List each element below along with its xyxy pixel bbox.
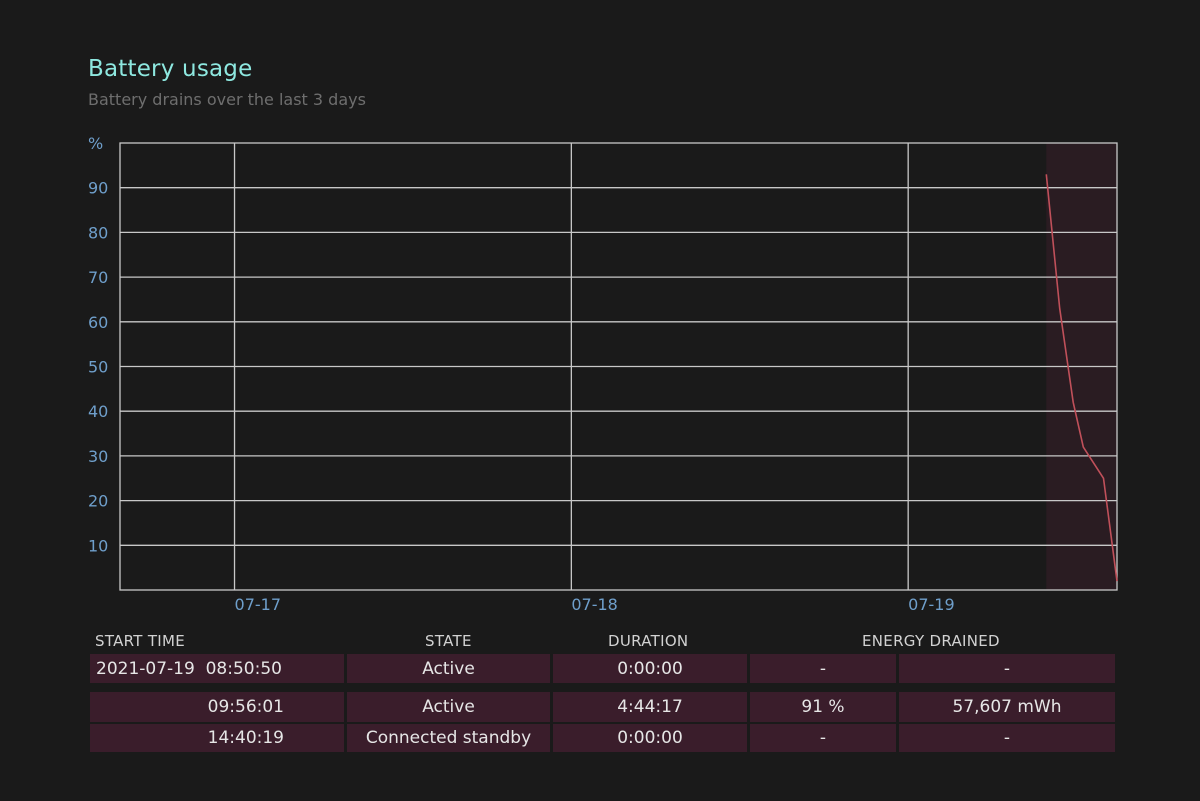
y-tick-label: 50 bbox=[88, 358, 108, 377]
cell-state: Connected standby bbox=[347, 724, 550, 752]
x-tick-label: 07-18 bbox=[571, 595, 618, 614]
y-tick-label: 70 bbox=[88, 268, 108, 287]
y-tick-label: 10 bbox=[88, 536, 108, 555]
cell-energy-percent: 91 % bbox=[750, 692, 896, 722]
cell-energy-mwh: 57,607 mWh bbox=[899, 692, 1115, 722]
cell-energy-mwh: - bbox=[899, 654, 1115, 683]
table-row: 2021-07-19 08:50:50 Active 0:00:00 - - bbox=[90, 654, 1116, 683]
cell-start-time: 14:40:19 bbox=[90, 724, 344, 752]
cell-energy-mwh: - bbox=[899, 724, 1115, 752]
cell-duration: 4:44:17 bbox=[553, 692, 747, 722]
header-start-time: START TIME bbox=[95, 632, 186, 650]
y-unit-label: % bbox=[88, 134, 103, 153]
cell-energy-percent: - bbox=[750, 724, 896, 752]
y-tick-label: 60 bbox=[88, 313, 108, 332]
x-tick-label: 07-17 bbox=[235, 595, 282, 614]
header-state: STATE bbox=[425, 632, 472, 650]
y-tick-label: 80 bbox=[88, 223, 108, 242]
header-energy-drained: ENERGY DRAINED bbox=[862, 632, 1000, 650]
header-duration: DURATION bbox=[608, 632, 689, 650]
cell-state: Active bbox=[347, 692, 550, 722]
battery-drain-chart: 90 80 70 60 50 40 30 20 10% 07-17 07-18 07-19 bbox=[88, 134, 1118, 614]
cell-duration: 0:00:00 bbox=[553, 654, 747, 683]
table-row: 14:40:19 Connected standby 0:00:00 - - bbox=[90, 724, 1116, 752]
y-tick-label: 20 bbox=[88, 492, 108, 511]
cell-energy-percent: - bbox=[750, 654, 896, 683]
cell-state: Active bbox=[347, 654, 550, 683]
cell-start-time: 09:56:01 bbox=[90, 692, 344, 722]
y-tick-label: 30 bbox=[88, 447, 108, 466]
page-title: Battery usage bbox=[88, 56, 253, 82]
cell-duration: 0:00:00 bbox=[553, 724, 747, 752]
y-tick-label: 40 bbox=[88, 402, 108, 421]
battery-drain-line bbox=[1045, 174, 1118, 582]
page-subtitle: Battery drains over the last 3 days bbox=[88, 90, 366, 109]
table-row: 09:56:01 Active 4:44:17 91 % 57,607 mWh bbox=[90, 692, 1116, 722]
y-tick-label: 90 bbox=[88, 179, 108, 198]
cell-start-time: 2021-07-19 08:50:50 bbox=[90, 654, 344, 683]
x-tick-label: 07-19 bbox=[908, 595, 955, 614]
